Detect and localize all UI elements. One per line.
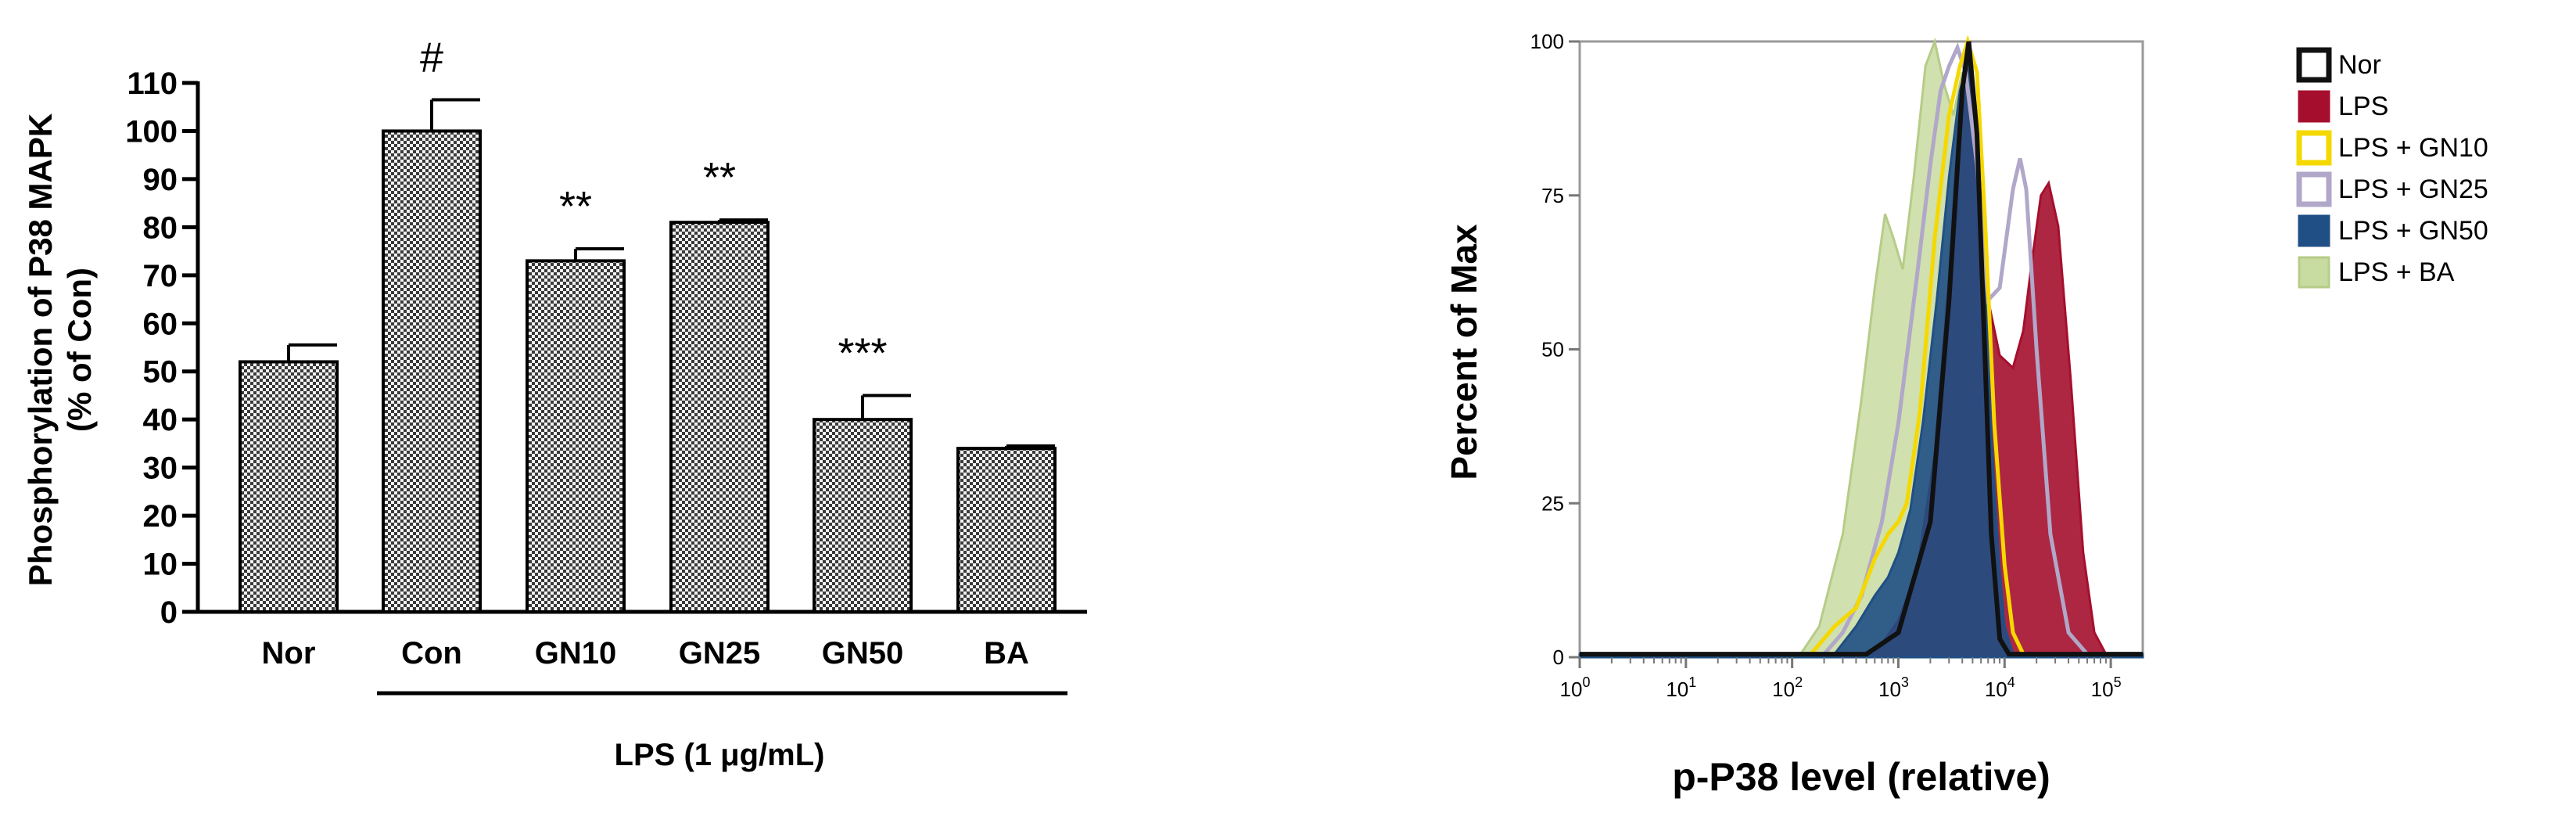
y-tick-label: 110 xyxy=(127,67,178,101)
y-axis-label-unit: (% of Con) xyxy=(61,268,98,432)
histogram-panel: 0 25 50 75 100 100 101 102 103 104 105 Percent of M… xyxy=(1329,0,2576,827)
x-tick-label: 100 xyxy=(1560,674,1591,701)
legend-swatch-nor xyxy=(2296,47,2332,83)
y-tick-label: 10 xyxy=(143,548,178,582)
y-tick-label: 30 xyxy=(143,451,178,486)
x-tick-base: 10 xyxy=(2091,678,2114,701)
x-tick-label: BA xyxy=(984,636,1029,671)
histogram-nor xyxy=(1580,41,2143,657)
legend-label-lps-gn10: LPS + GN10 xyxy=(2338,133,2488,163)
legend-swatch-lps-gn10 xyxy=(2296,130,2332,166)
legend-label-lps-gn50: LPS + GN50 xyxy=(2338,216,2488,246)
lps-group-label: LPS (1 μg/mL) xyxy=(615,738,825,772)
histogram-lps-gn50 xyxy=(1578,59,2144,659)
y-tick-label: 20 xyxy=(143,499,178,534)
bar-gn50 xyxy=(813,418,913,613)
legend-swatch-lps xyxy=(2298,90,2330,123)
legend-label-lps-gn25: LPS + GN25 xyxy=(2338,174,2488,204)
y-tick-label: 25 xyxy=(1541,491,1564,515)
x-tick-label: 104 xyxy=(1985,674,2015,701)
bar-chart-svg: 0 10 20 30 40 50 60 70 80 90 100 110 Phosphorylation… xyxy=(22,34,1087,772)
x-tick-exponent: 4 xyxy=(2007,674,2015,690)
x-tick-exponent: 3 xyxy=(1901,674,1909,690)
x-tick-base: 10 xyxy=(1985,678,2007,701)
x-tick-label: 105 xyxy=(2091,674,2122,701)
bar-nor xyxy=(239,360,339,613)
x-tick-exponent: 0 xyxy=(1582,674,1590,690)
y-tick-label: 70 xyxy=(143,259,178,293)
y-tick-label: 0 xyxy=(160,595,178,630)
y-tick-label: 100 xyxy=(1530,30,1564,53)
x-tick-label: GN50 xyxy=(822,636,904,671)
y-tick-label: 50 xyxy=(1541,338,1564,361)
significance-marker: ** xyxy=(559,183,592,230)
x-tick-base: 10 xyxy=(1560,678,1583,701)
x-tick-base: 10 xyxy=(1878,678,1901,701)
legend-swatch-lps-gn25 xyxy=(2296,171,2332,207)
legend-label-nor: Nor xyxy=(2338,50,2381,80)
significance-marker: ** xyxy=(703,154,736,201)
y-tick-label: 0 xyxy=(1553,645,1564,669)
bar-ba xyxy=(956,447,1057,614)
x-tick-label: Con xyxy=(401,636,462,671)
y-tick-label: 50 xyxy=(143,355,178,390)
x-tick-label: 102 xyxy=(1772,674,1803,701)
y-axis-label: Percent of Max xyxy=(1444,224,1484,480)
bar-gn10 xyxy=(526,259,626,613)
x-tick-exponent: 5 xyxy=(2114,674,2122,690)
x-tick-base: 10 xyxy=(1666,678,1688,701)
y-tick-label: 90 xyxy=(143,163,178,197)
y-tick-label: 40 xyxy=(143,403,178,437)
y-tick-label: 60 xyxy=(143,307,178,341)
x-tick-label: 101 xyxy=(1666,674,1696,701)
y-tick-label: 80 xyxy=(143,210,178,245)
x-tick-label: Nor xyxy=(262,636,316,671)
y-axis-label: Phosphorylation of P38 MAPK xyxy=(22,113,59,586)
x-tick-exponent: 1 xyxy=(1688,674,1696,690)
x-axis-label: p-P38 level (relative) xyxy=(1672,755,2050,799)
significance-marker: *** xyxy=(838,329,887,376)
x-tick-label: GN25 xyxy=(679,636,761,671)
bar-con xyxy=(382,129,482,614)
significance-marker: # xyxy=(420,34,443,81)
legend-swatch-lps-gn50 xyxy=(2298,214,2330,247)
legend-label-lps: LPS xyxy=(2338,92,2388,121)
x-tick-base: 10 xyxy=(1772,678,1795,701)
x-tick-exponent: 2 xyxy=(1795,674,1803,690)
x-tick-label: 103 xyxy=(1878,674,1909,701)
bar-gn25 xyxy=(669,221,770,613)
y-tick-label: 100 xyxy=(125,114,178,149)
x-tick-label: GN10 xyxy=(535,636,617,671)
legend-swatch-lps-ba xyxy=(2298,256,2330,289)
bar-chart-panel: 0 10 20 30 40 50 60 70 80 90 100 110 Phosphorylation… xyxy=(0,0,1173,827)
y-tick-label: 75 xyxy=(1541,184,1564,207)
legend-label-lps-ba: LPS + BA xyxy=(2338,257,2455,287)
histogram-lps-gn10 xyxy=(1580,34,2143,656)
